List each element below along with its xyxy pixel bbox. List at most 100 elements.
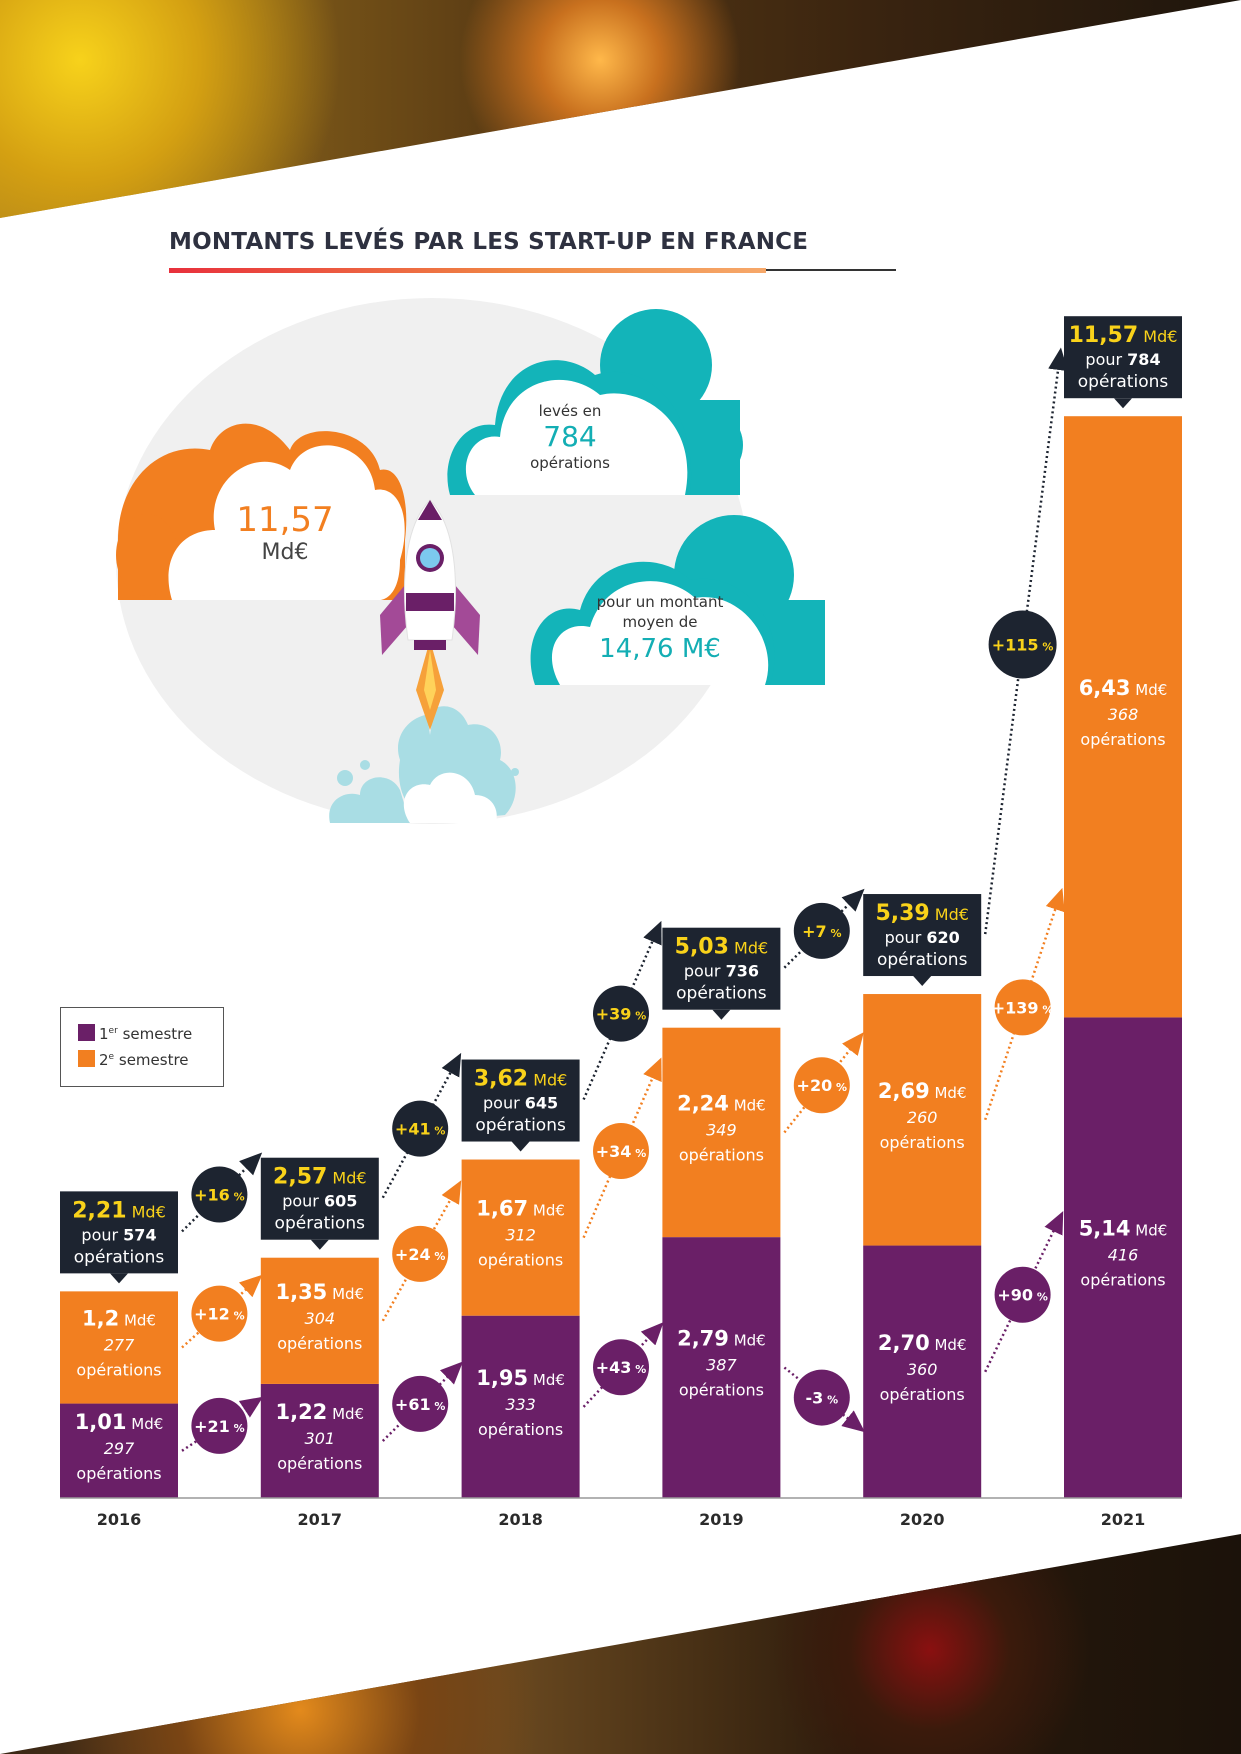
bar-s1-2019 — [662, 1237, 781, 1498]
legend-item-s2: 2e semestre — [78, 1050, 189, 1069]
bar-s2-2020 — [863, 994, 982, 1246]
label-s2-ops-word-2016: opérations — [76, 1360, 161, 1379]
label-s2-value-2020: 2,69 Md€ — [878, 1079, 967, 1103]
chart-legend: 1er semestre 2e semestre — [60, 1007, 224, 1087]
label-s1-value-2019: 2,79 Md€ — [677, 1327, 766, 1351]
growth-label-s1-2020: +90 % — [997, 1286, 1048, 1305]
x-tick-2016: 2016 — [97, 1510, 142, 1529]
label-s1-ops-2017: 301 — [305, 1429, 336, 1448]
legend-item-s1: 1er semestre — [78, 1024, 192, 1043]
rocket-icon — [329, 499, 519, 823]
x-tick-2018: 2018 — [498, 1510, 543, 1529]
label-s2-value-2019: 2,24 Md€ — [677, 1091, 766, 1115]
growth-badge-total-2017 — [392, 1100, 449, 1157]
total-ops-2021: pour 784 — [1085, 350, 1160, 369]
label-s1-ops-word-2017: opérations — [277, 1454, 362, 1473]
growth-arrow-s1-2018 — [582, 1322, 664, 1408]
bar-s1-2017 — [260, 1383, 379, 1498]
label-s1-ops-2019: 387 — [706, 1356, 737, 1375]
total-value-2017: 2,57 Md€ — [273, 1165, 367, 1190]
hero-avg-value: 14,76 M€ — [599, 634, 721, 664]
label-s1-ops-word-2016: opérations — [76, 1464, 161, 1483]
growth-label-s1-2018: +43 % — [596, 1358, 647, 1377]
legend-swatch-s2 — [78, 1050, 95, 1067]
label-s2-value-2016: 1,2 Md€ — [82, 1306, 156, 1330]
hero-ops-value: 784 — [543, 420, 597, 453]
hero-average: pour un montant moyen de 14,76 M€ — [580, 592, 740, 666]
label-s2-ops-2018: 312 — [505, 1226, 536, 1245]
growth-arrow-total-2017 — [381, 1052, 462, 1199]
growth-label-total-2016: +16 % — [194, 1186, 245, 1205]
total-value-2019: 5,03 Md€ — [675, 935, 769, 960]
label-s2-ops-2021: 368 — [1108, 705, 1139, 724]
legend-s1-label: semestre — [122, 1025, 193, 1043]
label-s1-value-2018: 1,95 Md€ — [476, 1366, 565, 1390]
title-underline-rule — [766, 269, 896, 271]
total-ops-word-2020: opérations — [877, 950, 968, 970]
growth-badge-s2-2018 — [593, 1122, 649, 1179]
total-callout-pointer-2018 — [511, 1141, 530, 1152]
hero-ops-prefix: levés en — [538, 402, 602, 420]
label-s2-value-2018: 1,67 Md€ — [476, 1197, 565, 1221]
title-underline-gradient — [169, 268, 766, 273]
growth-badge-total-2018 — [593, 985, 649, 1042]
growth-label-s2-2019: +20 % — [797, 1076, 848, 1095]
growth-label-s2-2016: +12 % — [194, 1305, 245, 1324]
total-ops-2017: pour 605 — [282, 1192, 357, 1211]
bar-s2-2019 — [662, 1027, 781, 1238]
label-s1-ops-2018: 333 — [505, 1395, 536, 1414]
label-s2-value-2021: 6,43 Md€ — [1079, 676, 1168, 700]
total-callout-2021 — [1064, 316, 1182, 399]
legend-s1-num: 1 — [99, 1025, 109, 1043]
total-ops-2019: pour 736 — [684, 962, 759, 981]
growth-label-s1-2019: -3 % — [805, 1389, 838, 1408]
hero-ops-suffix: opérations — [530, 454, 610, 472]
label-s1-ops-2016: 297 — [104, 1439, 135, 1458]
x-tick-2021: 2021 — [1101, 1510, 1146, 1529]
teal-cloud-icon — [447, 309, 743, 495]
growth-label-s1-2017: +61 % — [395, 1395, 446, 1414]
x-tick-2017: 2017 — [298, 1510, 343, 1529]
bar-s2-2021 — [1064, 416, 1182, 1018]
total-ops-word-2016: opérations — [74, 1247, 165, 1267]
hero-total: 11,57 Md€ — [205, 500, 365, 566]
total-value-2020: 5,39 Md€ — [875, 901, 969, 926]
growth-badge-s2-2017 — [392, 1225, 449, 1282]
label-s1-ops-word-2021: opérations — [1080, 1271, 1165, 1290]
x-tick-2020: 2020 — [900, 1510, 945, 1529]
orange-cloud-icon — [116, 423, 407, 600]
growth-badge-s1-2019 — [793, 1369, 850, 1426]
total-value-2018: 3,62 Md€ — [474, 1067, 568, 1092]
bar-s1-2016 — [60, 1403, 178, 1498]
label-s2-ops-word-2018: opérations — [478, 1251, 563, 1270]
total-callout-2018 — [461, 1059, 580, 1142]
label-s1-ops-2020: 360 — [907, 1360, 938, 1379]
bar-s1-2020 — [863, 1245, 982, 1498]
total-callout-pointer-2021 — [1114, 398, 1132, 409]
total-ops-2016: pour 574 — [81, 1225, 156, 1244]
x-tick-2019: 2019 — [699, 1510, 744, 1529]
label-s2-ops-word-2021: opérations — [1080, 730, 1165, 749]
label-s1-ops-2021: 416 — [1108, 1246, 1139, 1265]
growth-label-s2-2017: +24 % — [395, 1245, 446, 1264]
label-s2-value-2017: 1,35 Md€ — [275, 1280, 364, 1304]
growth-badge-s2-2019 — [793, 1057, 850, 1114]
total-ops-word-2021: opérations — [1078, 372, 1169, 392]
growth-label-total-2020: +115 % — [992, 636, 1054, 655]
chart-title: MONTANTS LEVÉS PAR LES START-UP EN FRANC… — [169, 229, 809, 255]
label-s1-value-2016: 1,01 Md€ — [75, 1410, 164, 1434]
total-ops-word-2019: opérations — [676, 984, 767, 1004]
label-s1-ops-word-2018: opérations — [478, 1420, 563, 1439]
bar-s2-2016 — [60, 1291, 178, 1404]
growth-label-s2-2020: +139 % — [992, 998, 1054, 1017]
growth-arrow-total-2018 — [582, 920, 662, 1101]
label-s2-ops-word-2019: opérations — [679, 1145, 764, 1164]
growth-badge-total-2019 — [793, 902, 850, 959]
total-callout-2017 — [260, 1157, 379, 1240]
total-callout-pointer-2016 — [110, 1273, 128, 1284]
hero-ops: levés en 784 opérations — [490, 401, 650, 473]
hero-total-unit: Md€ — [261, 540, 309, 565]
total-value-2021: 11,57 Md€ — [1069, 323, 1178, 348]
hero-avg-line2: moyen de — [622, 613, 698, 631]
